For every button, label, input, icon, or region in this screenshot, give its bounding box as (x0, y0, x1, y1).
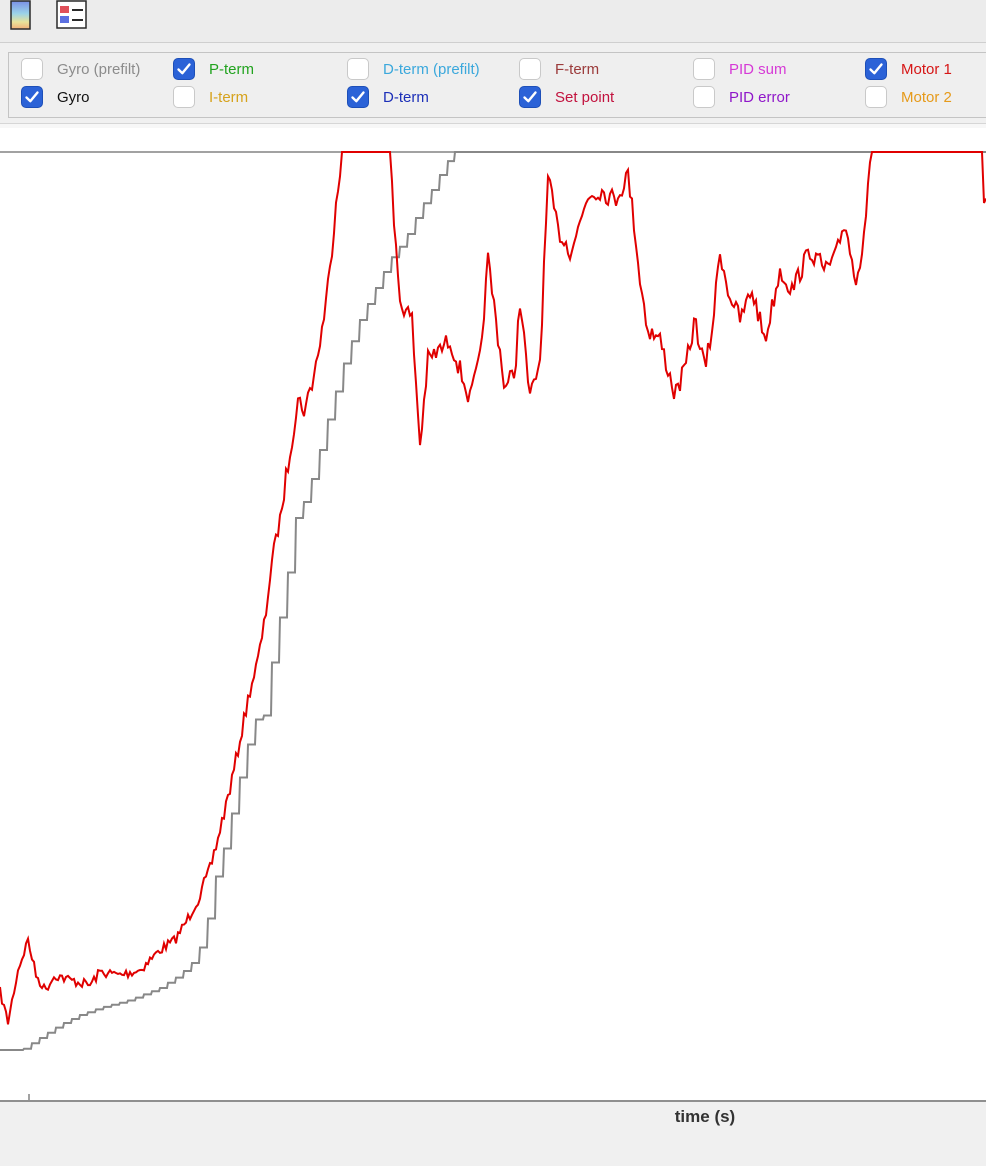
signal-checkbox-set-point[interactable]: Set point (519, 85, 614, 109)
signal-checkbox-motor-2[interactable]: Motor 2 (865, 85, 952, 109)
signal-checkbox-gyro-prefilt[interactable]: Gyro (prefilt) (21, 57, 140, 81)
signal-label: I-term (209, 88, 249, 106)
color-map-button[interactable] (9, 0, 33, 39)
checkbox-empty-icon[interactable] (693, 86, 715, 108)
signal-checkbox-gyro[interactable]: Gyro (21, 85, 90, 109)
signal-checkbox-motor-1[interactable]: Motor 1 (865, 57, 952, 81)
color-gradient-icon (10, 0, 31, 30)
signal-label: P-term (209, 60, 254, 78)
checkbox-empty-icon[interactable] (693, 58, 715, 80)
time-series-plot[interactable] (0, 128, 986, 1100)
signal-label: Motor 1 (901, 60, 952, 78)
checkbox-checked-icon[interactable] (865, 58, 887, 80)
plot-canvas[interactable] (0, 128, 986, 1100)
signal-checkbox-d-term[interactable]: D-term (347, 85, 429, 109)
toolbar (0, 0, 986, 43)
checkbox-checked-icon[interactable] (21, 86, 43, 108)
setpoint-trace (0, 151, 986, 1051)
legend-toggle-button[interactable] (56, 0, 88, 37)
x-axis-label: time (s) (674, 1107, 736, 1126)
checkbox-empty-icon[interactable] (173, 86, 195, 108)
signal-checkbox-f-term[interactable]: F-term (519, 57, 599, 81)
signal-checkbox-pid-sum[interactable]: PID sum (693, 57, 787, 81)
signal-label: Set point (555, 88, 615, 106)
signal-label: D-term (383, 88, 429, 106)
checkbox-empty-icon[interactable] (21, 58, 43, 80)
motor1-trace (0, 151, 986, 1025)
x-axis-line (0, 1100, 986, 1102)
signal-checkbox-pid-error[interactable]: PID error (693, 85, 790, 109)
panel-divider (0, 123, 986, 130)
signal-label: Gyro (57, 88, 90, 106)
checkbox-checked-icon[interactable] (519, 86, 541, 108)
signal-label: PID error (729, 88, 790, 106)
signal-checkbox-p-term[interactable]: P-term (173, 57, 254, 81)
signal-legend-panel: Gyro (prefilt) P-term D-term (prefilt) F-te… (8, 52, 986, 118)
checkbox-empty-icon[interactable] (347, 58, 369, 80)
signal-checkbox-i-term[interactable]: I-term (173, 85, 248, 109)
checkbox-checked-icon[interactable] (347, 86, 369, 108)
signal-label: PID sum (729, 60, 787, 78)
checkbox-empty-icon[interactable] (865, 86, 887, 108)
signal-checkbox-d-term-prefilt[interactable]: D-term (prefilt) (347, 57, 480, 81)
checkbox-empty-icon[interactable] (519, 58, 541, 80)
signal-label: F-term (555, 60, 600, 78)
signal-label: Motor 2 (901, 88, 952, 106)
legend-icon (56, 0, 87, 29)
checkbox-checked-icon[interactable] (173, 58, 195, 80)
signal-label: D-term (prefilt) (383, 60, 480, 78)
signal-label: Gyro (prefilt) (57, 60, 141, 78)
